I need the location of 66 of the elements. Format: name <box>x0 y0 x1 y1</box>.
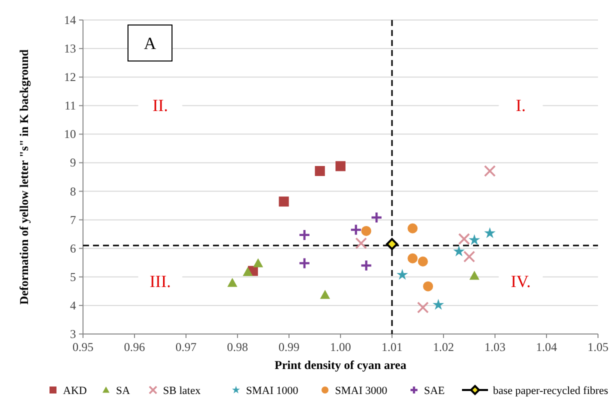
x-tick-label: 0.95 <box>72 340 94 354</box>
point <box>432 298 444 310</box>
point <box>355 237 367 250</box>
x-tick-label: 1.00 <box>330 340 351 354</box>
y-tick-label: 11 <box>64 98 76 113</box>
point <box>386 238 398 250</box>
y-tick-label: 6 <box>70 241 76 256</box>
point <box>298 228 311 242</box>
point <box>298 257 311 270</box>
point <box>370 211 383 224</box>
point <box>253 258 264 268</box>
point <box>453 246 465 256</box>
y-tick-label: 13 <box>64 42 76 56</box>
point <box>336 161 346 172</box>
legend-label: SMAI 3000 <box>335 385 388 397</box>
point <box>360 259 372 272</box>
x-tick-label: 1.04 <box>536 340 557 354</box>
annotation: IV. <box>510 272 531 291</box>
point <box>463 250 476 263</box>
legend-label: SB latex <box>163 385 202 397</box>
legend-label: base paper-recycled fibres <box>493 385 608 397</box>
y-tick-label: 3 <box>70 327 76 341</box>
point <box>396 268 408 280</box>
x-tick-label: 1.05 <box>588 340 608 354</box>
legend-label: SAE <box>424 385 446 397</box>
point <box>469 270 480 280</box>
annotation: III. <box>150 272 171 291</box>
y-tick-label: 10 <box>64 127 76 142</box>
legend-label: AKD <box>63 385 87 397</box>
point <box>278 196 289 207</box>
point <box>320 290 330 299</box>
x-tick-label: 1.03 <box>484 340 506 354</box>
y-tick-label: 9 <box>70 156 76 170</box>
point <box>418 256 428 266</box>
y-tick-label: 14 <box>64 13 76 27</box>
annotation: A <box>144 34 157 53</box>
y-tick-label: 4 <box>70 298 76 312</box>
point <box>408 223 418 234</box>
point <box>408 253 418 264</box>
y-tick-label: 7 <box>70 212 76 227</box>
x-tick-label: 1.02 <box>433 340 454 354</box>
x-tick-label: 0.97 <box>176 340 196 354</box>
point <box>227 278 238 287</box>
legend-label: SA <box>116 385 130 397</box>
point <box>484 227 496 238</box>
annotation: I. <box>516 96 526 115</box>
y-tick-label: 8 <box>70 184 76 198</box>
x-tick-label: 1.01 <box>382 340 402 354</box>
x-axis-title: Print density of cyan area <box>274 358 406 372</box>
x-tick-label: 0.98 <box>227 340 248 354</box>
x-tick-label: 0.96 <box>124 340 145 354</box>
point <box>468 234 480 245</box>
point <box>458 233 470 245</box>
point <box>484 165 496 177</box>
x-tick-label: 0.99 <box>278 340 300 354</box>
point <box>242 267 253 276</box>
y-tick-label: 12 <box>64 70 76 84</box>
point <box>314 166 325 176</box>
y-tick-label: 5 <box>70 270 76 284</box>
legend-label: SMAI 1000 <box>246 385 299 397</box>
point <box>361 226 372 236</box>
point <box>417 302 429 314</box>
point <box>350 224 362 236</box>
point <box>423 281 434 292</box>
annotation: II. <box>152 96 168 115</box>
y-axis-title: Deformation of yellow letter "s" in K background <box>17 49 31 305</box>
